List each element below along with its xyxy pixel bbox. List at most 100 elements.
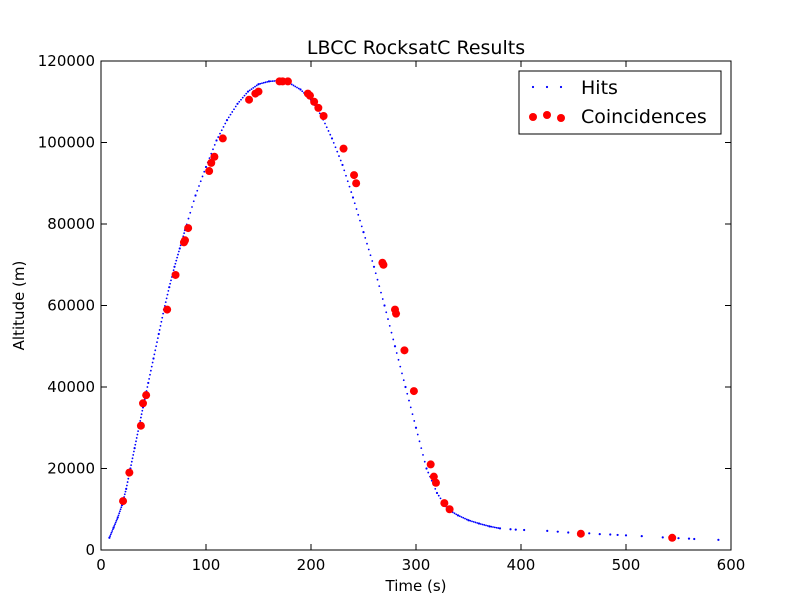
hits-point <box>112 526 115 529</box>
hits-point <box>170 279 172 282</box>
hits-point <box>437 494 440 497</box>
hits-point <box>348 185 351 188</box>
coincidence-point <box>445 505 454 514</box>
x-axis-ticks: 0 100 200 300 400 500 600 <box>96 61 745 574</box>
y-tick-label: 100000 <box>38 134 95 152</box>
hits-point <box>381 298 384 300</box>
hits-point <box>116 516 119 519</box>
hits-point <box>492 526 494 528</box>
hits-point <box>269 80 272 83</box>
hits-point <box>198 185 200 187</box>
hits-point <box>458 515 461 518</box>
hits-point <box>483 524 486 526</box>
coincidence-point <box>171 270 180 279</box>
hits-point <box>406 392 409 395</box>
hits-point <box>158 329 161 331</box>
hits-point <box>329 133 332 136</box>
hits-point <box>336 150 339 153</box>
hits-point <box>123 493 126 496</box>
hits-point <box>155 345 158 348</box>
coincidence-point <box>431 478 440 487</box>
hits-point <box>225 118 229 122</box>
hits-point <box>219 132 221 135</box>
hits-point <box>523 528 526 532</box>
hits-point <box>464 517 466 520</box>
hits-point <box>292 84 295 87</box>
hits-point <box>139 420 142 422</box>
hits-point <box>408 399 410 402</box>
coincidence-point <box>181 236 189 245</box>
hits-point <box>236 102 239 105</box>
hits-point <box>140 416 142 419</box>
hits-point <box>422 454 424 456</box>
hits-point <box>156 337 159 339</box>
y-tick-label: 80000 <box>47 215 95 233</box>
hits-point <box>131 457 134 460</box>
hits-point <box>640 535 643 538</box>
hits-point <box>367 248 370 251</box>
hits-point <box>222 125 225 128</box>
hits-point <box>245 92 248 95</box>
hits-point <box>220 129 223 132</box>
coincidence-point <box>668 533 677 542</box>
hits-point <box>479 523 482 525</box>
x-tick-label: 100 <box>192 556 221 574</box>
hits-point <box>229 113 232 116</box>
coincidence-point <box>426 460 435 469</box>
coincidence-point <box>310 97 319 106</box>
hits-point <box>136 433 139 436</box>
hits-point <box>134 443 137 446</box>
legend-box <box>518 70 722 135</box>
hits-point <box>418 440 421 443</box>
hits-point <box>119 508 122 511</box>
hits-point <box>159 324 162 327</box>
hits-point <box>693 537 696 541</box>
hits-point <box>476 522 479 524</box>
hits-point <box>238 100 241 103</box>
hits-point <box>135 437 138 439</box>
hits-point <box>116 518 118 520</box>
hits-point <box>146 386 149 388</box>
hits-point <box>485 524 487 527</box>
x-tick-label: 500 <box>612 556 641 574</box>
hits-point <box>204 165 208 169</box>
hits-point <box>427 471 430 474</box>
hits-point <box>124 490 127 493</box>
coincidence-point <box>339 144 348 153</box>
hits-point <box>257 83 260 86</box>
hits-point <box>109 535 111 537</box>
hits-point <box>687 537 691 540</box>
y-axis-ticks: 0 20000 40000 60000 80000 100000 120000 <box>38 52 731 559</box>
hits-point <box>154 349 157 352</box>
hits-point <box>174 262 177 265</box>
hits-point <box>227 116 230 119</box>
hits-point <box>212 148 214 151</box>
hits-point <box>385 311 388 314</box>
hits-point <box>376 278 379 281</box>
coincidence-point <box>119 497 128 506</box>
hits-point <box>474 521 477 524</box>
hits-point <box>248 89 251 92</box>
hits-point <box>110 531 113 534</box>
x-tick-label: 0 <box>96 556 106 574</box>
hits-point <box>717 538 720 541</box>
hits-point <box>493 526 496 529</box>
hits-point <box>341 163 344 167</box>
hits-point <box>162 312 165 315</box>
hits-point <box>173 265 176 268</box>
hits-point <box>393 345 397 348</box>
coincidence-point <box>350 171 359 180</box>
hits-point <box>624 534 628 537</box>
coincidence-point <box>205 167 214 176</box>
hits-point <box>369 254 372 257</box>
hits-point <box>297 87 300 90</box>
hits-point <box>168 286 171 289</box>
hits-point <box>119 510 121 513</box>
hits-point <box>130 464 133 467</box>
coincidence-point <box>136 421 145 430</box>
legend-marker-coincidences <box>529 111 565 122</box>
legend-label-hits: Hits <box>581 77 618 99</box>
plot-area <box>108 77 720 542</box>
hits-point <box>141 409 144 412</box>
hits-point <box>327 130 330 132</box>
